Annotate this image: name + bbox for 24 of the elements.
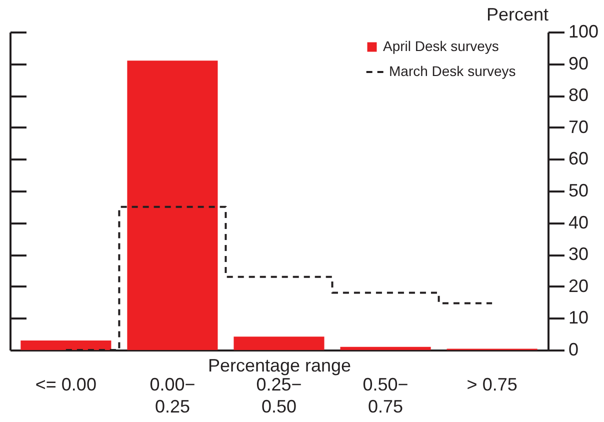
bar (340, 346, 431, 350)
x-tick-label: 0.50− 0.75 (362, 374, 408, 416)
x-tick-label: <= 0.00 (35, 374, 96, 394)
y-tick-label: 70 (568, 116, 589, 137)
bar (234, 336, 324, 350)
legend-label: March Desk surveys (389, 63, 516, 79)
bar (127, 60, 218, 350)
y-tick-label: 10 (568, 308, 589, 328)
bar (20, 340, 112, 350)
y-tick-label: 0 (568, 340, 579, 360)
y-axis-title: Percent (486, 4, 548, 24)
y-tick-label: 50 (568, 180, 589, 200)
y-tick-label: 80 (568, 85, 589, 106)
x-tick-label: 0.25− 0.50 (256, 374, 302, 416)
x-tick-label: > 0.75 (466, 374, 518, 394)
y-tick-label: 60 (568, 148, 589, 169)
y-tick-label: 20 (568, 276, 589, 296)
y-tick-label: 30 (568, 244, 589, 264)
legend-label: April Desk surveys (383, 38, 499, 54)
y-tick-label: 40 (568, 212, 589, 232)
y-tick-label: 90 (568, 53, 589, 74)
x-tick-label: 0.00− 0.25 (150, 374, 196, 416)
x-axis-title: Percentage range (208, 356, 352, 376)
y-tick-label: 100 (568, 22, 599, 42)
